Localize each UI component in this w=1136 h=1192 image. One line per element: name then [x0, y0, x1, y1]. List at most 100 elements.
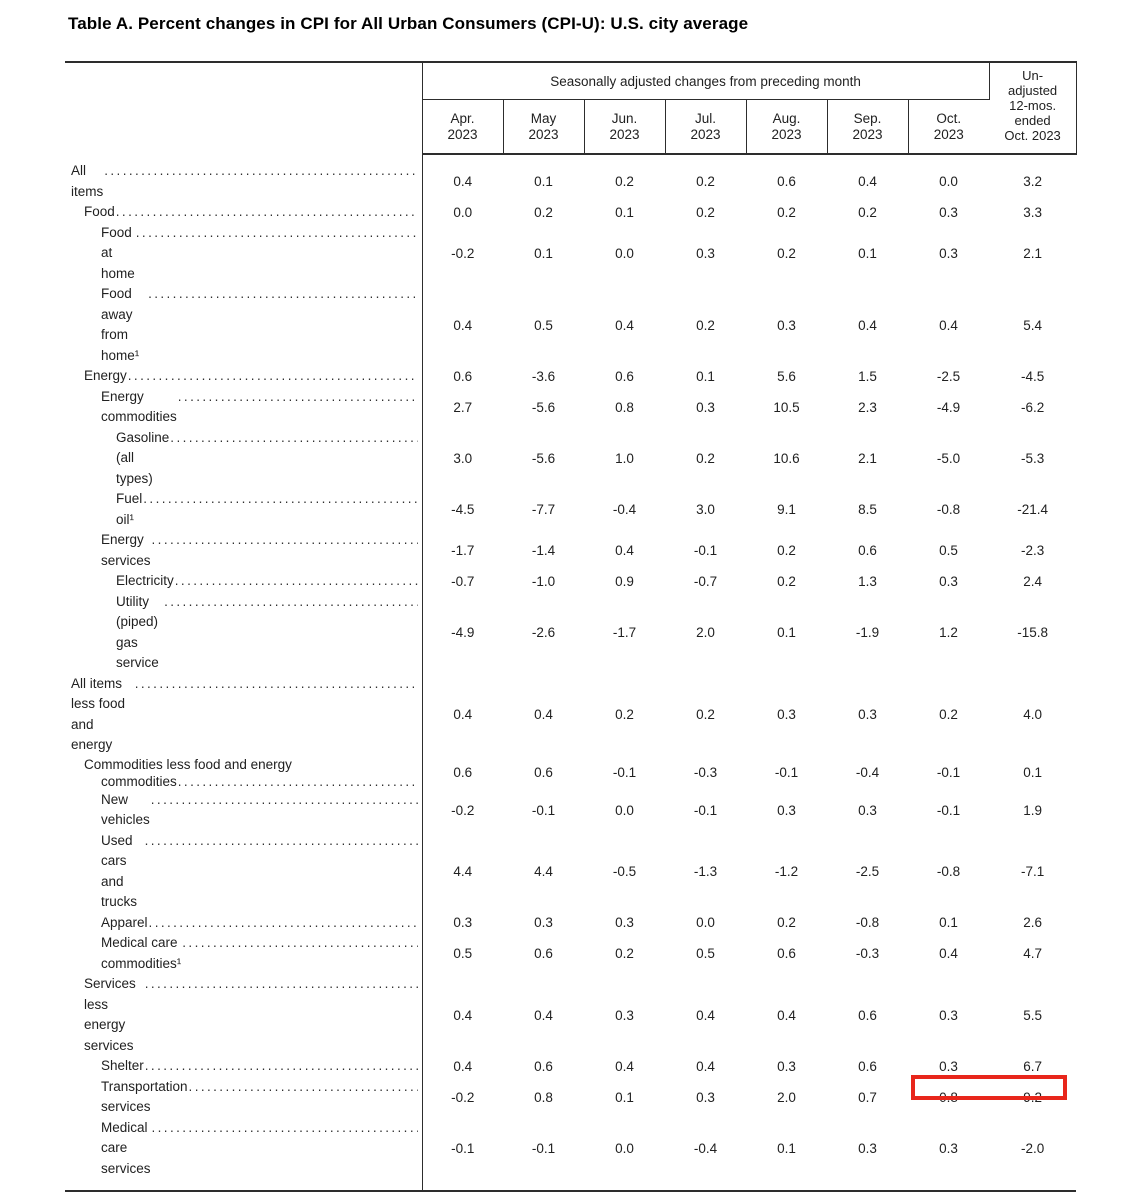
- value-cell: -6.2: [1020, 399, 1045, 415]
- dot-leader: [178, 773, 418, 790]
- value-cell: -2.5: [936, 368, 961, 384]
- unadjusted-header-line: Oct. 2023: [1004, 128, 1061, 143]
- row-label: Utility (piped) gas service: [116, 593, 159, 671]
- value-cell: 0.3: [534, 915, 553, 931]
- table-row: Apparel 0.3 0.3 0.3 0.0 0.2 -0.8 0.1 2.6: [65, 912, 1076, 933]
- value-cell: 0.3: [939, 573, 958, 589]
- row-label: All items less food and energy: [71, 675, 126, 753]
- value-cell: -0.1: [531, 802, 556, 818]
- value-cell: -0.1: [612, 765, 637, 780]
- value-cell: 0.2: [939, 707, 958, 722]
- table-row: Utility (piped) gas service -4.9 -2.6 -1.7 2…: [65, 591, 1076, 674]
- value-cell: 0.2: [696, 317, 715, 333]
- value-cell: -0.1: [531, 1140, 556, 1156]
- table-row: Food 0.0 0.2 0.1 0.2 0.2 0.2 0.3 3.3: [65, 202, 1076, 223]
- value-cell: -7.1: [1020, 864, 1045, 879]
- value-cell: 0.2: [777, 245, 796, 261]
- value-cell: -1.7: [612, 625, 637, 640]
- value-cell: 0.4: [615, 1058, 634, 1074]
- value-cell: 0.7: [858, 1089, 877, 1105]
- value-cell: 0.4: [453, 1058, 473, 1074]
- value-cell: 0.8: [534, 1089, 553, 1105]
- value-cell: -0.4: [693, 1140, 718, 1156]
- dot-leader: [135, 674, 418, 695]
- row-label: Apparel: [101, 914, 148, 930]
- value-cell: 0.2: [858, 204, 877, 220]
- value-cell: 0.3: [777, 1058, 796, 1074]
- value-cell: -4.5: [451, 502, 475, 517]
- dot-leader: [145, 831, 418, 852]
- value-cell: 0.1: [615, 204, 634, 220]
- value-cell: -15.8: [1017, 625, 1048, 640]
- value-cell: 0.4: [615, 543, 634, 558]
- value-cell: -2.5: [855, 864, 880, 879]
- value-cell: -0.8: [936, 864, 961, 879]
- value-cell: 0.3: [939, 1007, 958, 1023]
- value-cell: -2.0: [1020, 1140, 1045, 1156]
- value-cell: 1.3: [858, 573, 877, 589]
- value-cell: -1.4: [531, 543, 556, 558]
- column-header-may: May 2023: [502, 99, 584, 155]
- value-cell: -7.7: [531, 502, 556, 517]
- month-header-row: Apr. 2023 May 2023 Jun. 2023 Jul. 2023 Aug. 2023 S…: [65, 99, 1076, 155]
- value-cell: 0.5: [453, 946, 473, 961]
- value-cell: 0.1: [777, 625, 796, 640]
- value-cell: 0.6: [534, 765, 553, 780]
- value-cell: 9.2: [1023, 1089, 1042, 1105]
- value-cell: -5.6: [531, 450, 556, 466]
- value-cell: -5.3: [1020, 450, 1045, 466]
- unadjusted-header-line: 12-mos.: [1009, 98, 1057, 113]
- unadjusted-header-line: Un-: [1022, 68, 1044, 83]
- column-header-oct: Oct. 2023: [907, 99, 990, 155]
- value-cell: 0.4: [453, 1007, 473, 1023]
- value-cell: 0.2: [615, 174, 634, 189]
- table-row: New vehicles -0.2 -0.1 0.0 -0.1 0.3 0.3 -0.1 1.9: [65, 789, 1076, 831]
- value-cell: 3.0: [453, 450, 473, 466]
- spacer-row: [65, 154, 1076, 161]
- row-label: Medical care services: [101, 1119, 151, 1176]
- value-cell: -0.1: [936, 765, 961, 780]
- value-cell: 4.0: [1023, 707, 1042, 722]
- row-label: Food: [84, 204, 115, 219]
- table-row: All items less food and energy 0.4 0.4 0.2 0…: [65, 673, 1076, 756]
- dot-leader: [182, 933, 417, 954]
- dot-leader: [136, 223, 418, 244]
- value-cell: 0.1: [939, 915, 958, 931]
- table-row: Fuel oil¹ -4.5 -7.7 -0.4 3.0 9.1 8.5 -0.8 -21.4: [65, 489, 1076, 530]
- cpi-table-container: Seasonally adjusted changes from precedi…: [65, 61, 1077, 1192]
- value-cell: 0.4: [615, 317, 634, 333]
- table-body: All items 0.4 0.1 0.2 0.2 0.6 0.4 0.0 3.2 Food 0.0…: [65, 154, 1077, 1192]
- value-cell: 0.6: [453, 368, 473, 384]
- row-label: All items: [71, 163, 104, 199]
- value-cell: -0.7: [693, 573, 718, 589]
- value-cell: 0.3: [858, 1140, 877, 1156]
- value-cell: 0.2: [696, 707, 715, 722]
- dot-leader: [145, 1056, 418, 1077]
- value-cell: 0.3: [615, 915, 634, 931]
- value-cell: 0.5: [939, 543, 958, 558]
- value-cell: 0.6: [534, 1058, 553, 1074]
- value-cell: 1.9: [1023, 802, 1042, 818]
- value-cell: 6.7: [1023, 1058, 1042, 1074]
- value-cell: -0.1: [693, 543, 718, 558]
- value-cell: 0.3: [777, 802, 796, 818]
- table-row: Electricity -0.7 -1.0 0.9 -0.7 0.2 1.3 0.3 2.4: [65, 571, 1076, 592]
- value-cell: 0.3: [777, 707, 796, 722]
- cpi-table: Seasonally adjusted changes from precedi…: [65, 61, 1077, 1192]
- value-cell: -0.8: [936, 502, 961, 517]
- value-cell: 0.9: [615, 573, 634, 589]
- value-cell: 0.4: [777, 1007, 796, 1023]
- row-label: Energy commodities: [101, 388, 177, 425]
- value-cell: 0.0: [939, 174, 958, 189]
- table-row: Used cars and trucks 4.4 4.4 -0.5 -1.3 -1.2 -2…: [65, 830, 1076, 913]
- value-cell: 0.1: [615, 1089, 634, 1105]
- column-header-jun: Jun. 2023: [583, 99, 665, 155]
- value-cell: 0.3: [453, 915, 473, 931]
- value-cell: 1.5: [858, 368, 877, 384]
- table-row: Shelter 0.4 0.6 0.4 0.4 0.3 0.6 0.3 6.7: [65, 1056, 1076, 1077]
- value-cell: 2.7: [453, 399, 473, 415]
- spacer-row: [65, 1179, 1077, 1192]
- value-cell: 0.6: [534, 946, 553, 961]
- dot-leader: [152, 530, 418, 551]
- column-header-aug: Aug. 2023: [745, 99, 827, 155]
